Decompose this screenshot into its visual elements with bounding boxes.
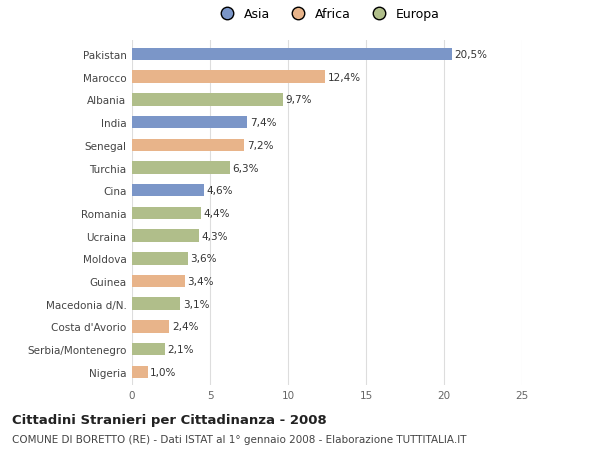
- Text: 9,7%: 9,7%: [286, 95, 312, 105]
- Text: 7,2%: 7,2%: [247, 140, 273, 151]
- Bar: [132, 49, 452, 61]
- Bar: [132, 139, 244, 152]
- Legend: Asia, Africa, Europa: Asia, Africa, Europa: [214, 8, 440, 21]
- Text: 2,1%: 2,1%: [167, 344, 194, 354]
- Text: 3,4%: 3,4%: [187, 276, 214, 286]
- Bar: [132, 185, 204, 197]
- Bar: [132, 252, 188, 265]
- Bar: [132, 117, 247, 129]
- Text: 4,3%: 4,3%: [202, 231, 228, 241]
- Text: 4,6%: 4,6%: [206, 186, 233, 196]
- Bar: [132, 366, 148, 378]
- Bar: [132, 162, 230, 174]
- Text: 3,6%: 3,6%: [191, 254, 217, 264]
- Bar: [132, 94, 283, 106]
- Bar: [132, 207, 200, 220]
- Text: Cittadini Stranieri per Cittadinanza - 2008: Cittadini Stranieri per Cittadinanza - 2…: [12, 413, 327, 426]
- Text: 20,5%: 20,5%: [454, 50, 487, 60]
- Text: 1,0%: 1,0%: [150, 367, 176, 377]
- Bar: [132, 298, 181, 310]
- Bar: [132, 71, 325, 84]
- Text: COMUNE DI BORETTO (RE) - Dati ISTAT al 1° gennaio 2008 - Elaborazione TUTTITALIA: COMUNE DI BORETTO (RE) - Dati ISTAT al 1…: [12, 434, 467, 444]
- Bar: [132, 230, 199, 242]
- Text: 2,4%: 2,4%: [172, 322, 198, 332]
- Bar: [132, 343, 165, 356]
- Text: 12,4%: 12,4%: [328, 73, 361, 83]
- Text: 3,1%: 3,1%: [182, 299, 209, 309]
- Bar: [132, 320, 169, 333]
- Bar: [132, 275, 185, 288]
- Text: 4,4%: 4,4%: [203, 208, 229, 218]
- Text: 7,4%: 7,4%: [250, 118, 276, 128]
- Text: 6,3%: 6,3%: [233, 163, 259, 173]
